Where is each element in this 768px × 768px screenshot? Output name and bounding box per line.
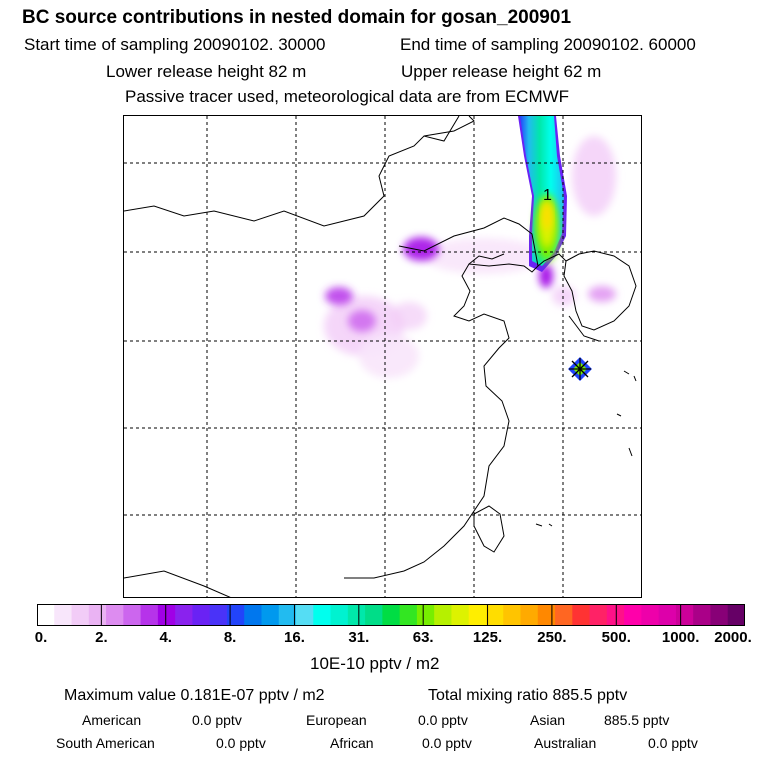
colorbar-swatch: [485, 604, 504, 626]
colorbar-swatch: [330, 604, 349, 626]
region-value-european: 0.0 pptv: [418, 712, 468, 728]
tracer-note: Passive tracer used, meteorological data…: [125, 87, 570, 106]
colorbar-swatch: [88, 604, 107, 626]
colorbar-swatch: [192, 604, 211, 626]
colorbar-tick-label: 31.: [348, 629, 370, 646]
colorbar-swatch: [382, 604, 401, 626]
colorbar-swatch: [106, 604, 124, 626]
map-canvas: 1: [124, 116, 641, 597]
colorbar-swatch: [365, 604, 383, 626]
colorbar-swatch: [37, 604, 55, 626]
colorbar-swatch: [399, 604, 418, 626]
colorbar-tick-label: 2.: [95, 629, 108, 646]
map-panel: 1: [123, 115, 642, 598]
colorbar-swatch: [468, 604, 487, 626]
region-name-european: European: [306, 712, 367, 728]
sampling-end: End time of sampling 20090102. 60000: [400, 35, 696, 54]
colorbar-tick-label: 8.: [223, 629, 237, 646]
sampling-start: Start time of sampling 20090102. 30000: [24, 35, 326, 54]
colorbar-swatch: [434, 604, 452, 626]
colorbar-swatches: [37, 604, 745, 626]
colorbar-swatch: [606, 604, 625, 626]
colorbar-swatch: [503, 604, 522, 626]
region-name-south-american: South American: [56, 735, 155, 751]
star-cross-icon: [568, 357, 592, 381]
plot-title: BC source contributions in nested domain…: [22, 7, 572, 28]
colorbar-swatch: [209, 604, 228, 626]
colorbar-swatch: [261, 604, 280, 626]
region-name-asian: Asian: [530, 712, 566, 728]
colorbar-swatch: [451, 604, 470, 626]
colorbar-tick-label: 250.: [537, 629, 567, 646]
colorbar-swatch: [555, 604, 573, 626]
region-value-african: 0.0 pptv: [422, 735, 472, 751]
colorbar-swatch: [675, 604, 694, 626]
colorbar-swatch: [71, 604, 90, 626]
colorbar-border: [37, 604, 745, 626]
colorbar-swatch: [589, 604, 608, 626]
colorbar-swatch: [693, 604, 711, 626]
lower-release-height: Lower release height 82 m: [106, 62, 307, 81]
colorbar-swatch: [624, 604, 642, 626]
region-value-american: 0.0 pptv: [192, 712, 242, 728]
colorbar-swatch: [157, 604, 176, 626]
grid-lines: [124, 116, 641, 597]
colorbar-unit: 10E-10 pptv / m2: [310, 654, 440, 673]
maximum-value: Maximum value 0.181E-07 pptv / m2: [64, 687, 325, 704]
colorbar-tick-label: 125.: [472, 629, 503, 646]
colorbar-swatch: [244, 604, 262, 626]
region-value-south-american: 0.0 pptv: [216, 735, 266, 751]
light-concentration-areas: [324, 136, 616, 378]
total-mixing-ratio: Total mixing ratio 885.5 pptv: [428, 687, 628, 704]
region-value-australian: 0.0 pptv: [648, 735, 698, 751]
medium-concentration-areas: [325, 237, 553, 332]
colorbar-swatch: [278, 604, 297, 626]
colorbar-swatch: [123, 604, 142, 626]
colorbar-swatch: [140, 604, 159, 626]
colorbar-swatch: [520, 604, 539, 626]
colorbar-swatch: [416, 604, 435, 626]
colorbar-tick-label: 1000.: [661, 629, 700, 646]
colorbar-tick-label: 16.: [284, 629, 305, 646]
colorbar-swatch: [347, 604, 366, 626]
colorbar-swatch: [537, 604, 556, 626]
colorbar-swatch: [54, 604, 73, 626]
colorbar-swatch: [658, 604, 677, 626]
colorbar-swatch: [313, 604, 332, 626]
colorbar-swatch: [641, 604, 660, 626]
region-name-african: African: [330, 735, 374, 751]
colorbar-tick-label: 500.: [601, 629, 631, 646]
colorbar-tick-label: 4.: [159, 629, 172, 646]
region-name-australian: Australian: [534, 735, 597, 751]
region-name-american: American: [82, 712, 142, 728]
colorbar-swatch: [710, 604, 729, 626]
plume-max-label: 1: [543, 187, 552, 204]
colorbar-tick-label: 63.: [412, 629, 434, 646]
colorbar-tick-label: 2000.: [714, 629, 752, 646]
colorbar-swatch: [572, 604, 591, 626]
colorbar-tick-label: 0.: [34, 629, 48, 646]
colorbar-swatch: [175, 604, 193, 626]
colorbar: [37, 604, 745, 626]
region-value-asian: 885.5 pptv: [604, 712, 670, 728]
colorbar-swatch: [727, 604, 745, 626]
coastlines: [124, 116, 637, 597]
upper-release-height: Upper release height 62 m: [401, 62, 602, 81]
colorbar-swatch: [226, 604, 245, 626]
colorbar-swatch: [296, 604, 314, 626]
